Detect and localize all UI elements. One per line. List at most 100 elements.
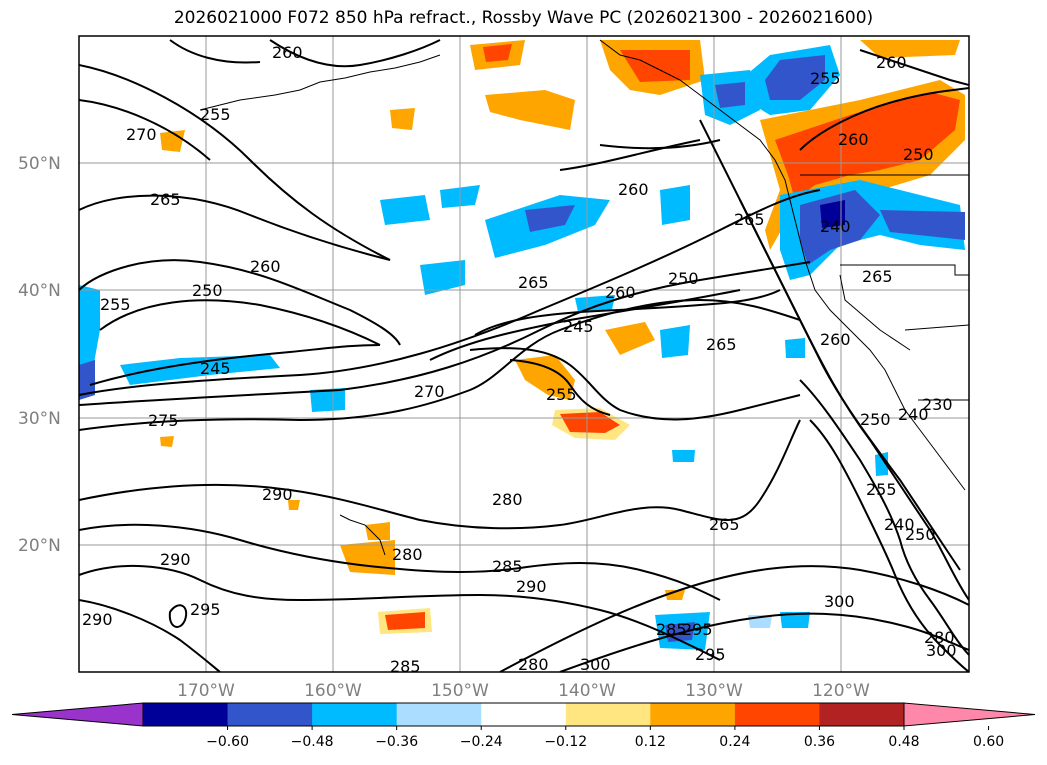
- contour-label-group: 260 255 270 265 260 250 255 245 275 290 …: [82, 43, 957, 676]
- colorbar-segment: [227, 703, 313, 726]
- contour-label: 265: [150, 190, 181, 209]
- contour-label: 290: [82, 610, 113, 629]
- contour-label: 255: [810, 69, 841, 88]
- colorbar-tick-label: −0.24: [460, 734, 503, 750]
- contour-label: 290: [160, 550, 191, 569]
- contour-label: 280: [924, 628, 955, 647]
- positive-anomaly-region: [560, 412, 620, 433]
- negative-anomaly-region: [525, 205, 575, 232]
- positive-anomaly-region: [340, 540, 395, 575]
- positive-anomaly-region: [485, 90, 575, 130]
- negative-anomaly-region: [785, 338, 805, 358]
- colorbar-tick-label: 0.12: [635, 734, 666, 750]
- contour-label: 280: [392, 545, 423, 564]
- negative-anomaly-region: [800, 190, 880, 265]
- contour-label: 260: [876, 53, 907, 72]
- colorbar-extend-min: [11, 702, 144, 727]
- colorbar-segment: [650, 703, 736, 726]
- map-title: 2026021000 F072 850 hPa refract., Rossby…: [173, 8, 874, 28]
- contour-label: 300: [824, 592, 855, 611]
- colorbar-segment: [565, 703, 651, 726]
- contour-label: 255: [100, 295, 131, 314]
- lon-label: 170°W: [177, 681, 235, 701]
- anomaly-shading: [79, 40, 965, 650]
- colorbar-tick-label: 0.36: [804, 734, 835, 750]
- contour-label: 300: [580, 655, 611, 674]
- contour-label: 265: [862, 267, 893, 286]
- contour-label: 240: [884, 515, 915, 534]
- lon-label: 140°W: [558, 681, 616, 701]
- contour-label: 250: [192, 281, 223, 300]
- colorbar-tick-label: −0.36: [375, 734, 418, 750]
- positive-anomaly-region: [605, 322, 655, 355]
- positive-anomaly-region: [775, 92, 960, 200]
- contour-label: 250: [905, 525, 936, 544]
- map-border: [78, 35, 970, 673]
- contour-label: 250: [903, 145, 934, 164]
- colorbar-tick-label: 0.48: [888, 734, 919, 750]
- negative-anomaly-region: [765, 55, 825, 100]
- contour-label: 290: [262, 485, 293, 504]
- negative-anomaly-region: [575, 295, 615, 312]
- colorbar-segment: [481, 703, 567, 726]
- negative-anomaly-region: [380, 195, 430, 225]
- negative-anomaly-region: [79, 360, 95, 400]
- colorbar: −0.60 −0.48 −0.36 −0.24 −0.12 0.12 0.24 0.36 0.4…: [11, 702, 1036, 750]
- refractivity-contours: [79, 39, 969, 672]
- contour-label: 245: [200, 359, 231, 378]
- lat-label: 40°N: [18, 281, 61, 301]
- positive-anomaly-region: [483, 44, 512, 62]
- positive-anomaly-region: [860, 40, 960, 58]
- contour-label: 260: [838, 130, 869, 149]
- negative-anomaly-region: [820, 200, 845, 228]
- negative-anomaly-region: [660, 325, 690, 358]
- positive-anomaly-region: [620, 50, 690, 82]
- lon-label: 160°W: [304, 681, 362, 701]
- contour-label: 280: [492, 490, 523, 509]
- contour-label: 255: [546, 385, 577, 404]
- colorbar-segment: [396, 703, 482, 726]
- contour-label: 265: [706, 335, 737, 354]
- contour-label: 265: [709, 515, 740, 534]
- contour-label: 295: [695, 645, 726, 664]
- colorbar-extend-max: [903, 702, 1036, 727]
- contour-label: 290: [516, 577, 547, 596]
- contour-label: 250: [668, 269, 699, 288]
- contour-label: 275: [148, 411, 179, 430]
- colorbar-segment: [312, 703, 398, 726]
- contour-label: 285: [492, 557, 523, 576]
- contour-label: 255: [200, 105, 231, 124]
- contour-label: 295: [190, 600, 221, 619]
- contour-label: 260: [605, 283, 636, 302]
- contour-label: 285: [656, 620, 687, 639]
- colorbar-tick-label: 0.24: [719, 734, 750, 750]
- lon-label: 130°W: [685, 681, 743, 701]
- contour-label: 260: [250, 257, 281, 276]
- lat-label: 20°N: [18, 536, 61, 556]
- contour-label: 270: [414, 382, 445, 401]
- contour-label: 245: [563, 317, 594, 336]
- colorbar-tick-label: −0.12: [544, 734, 587, 750]
- colorbar-tick-label: 0.60: [973, 734, 1004, 750]
- contour-label: 250: [860, 410, 891, 429]
- colorbar-segment: [819, 703, 905, 726]
- positive-anomaly-region: [385, 612, 425, 630]
- negative-anomaly-region: [310, 388, 345, 412]
- coastlines: [199, 39, 969, 556]
- contour-label: 260: [618, 180, 649, 199]
- contour-label: 255: [866, 480, 897, 499]
- colorbar-segment: [143, 703, 229, 726]
- positive-anomaly-region: [160, 130, 185, 152]
- contour-label: 260: [272, 43, 303, 62]
- lon-label: 150°W: [431, 681, 489, 701]
- positive-anomaly-region: [365, 522, 390, 540]
- positive-anomaly-region: [288, 500, 300, 510]
- lon-label: 120°W: [812, 681, 870, 701]
- negative-anomaly-region: [780, 612, 810, 628]
- contour-label: 240: [820, 217, 851, 236]
- colorbar-segment: [734, 703, 820, 726]
- contour-label: 265: [518, 273, 549, 292]
- negative-anomaly-region: [420, 260, 465, 295]
- lat-label: 50°N: [18, 154, 61, 174]
